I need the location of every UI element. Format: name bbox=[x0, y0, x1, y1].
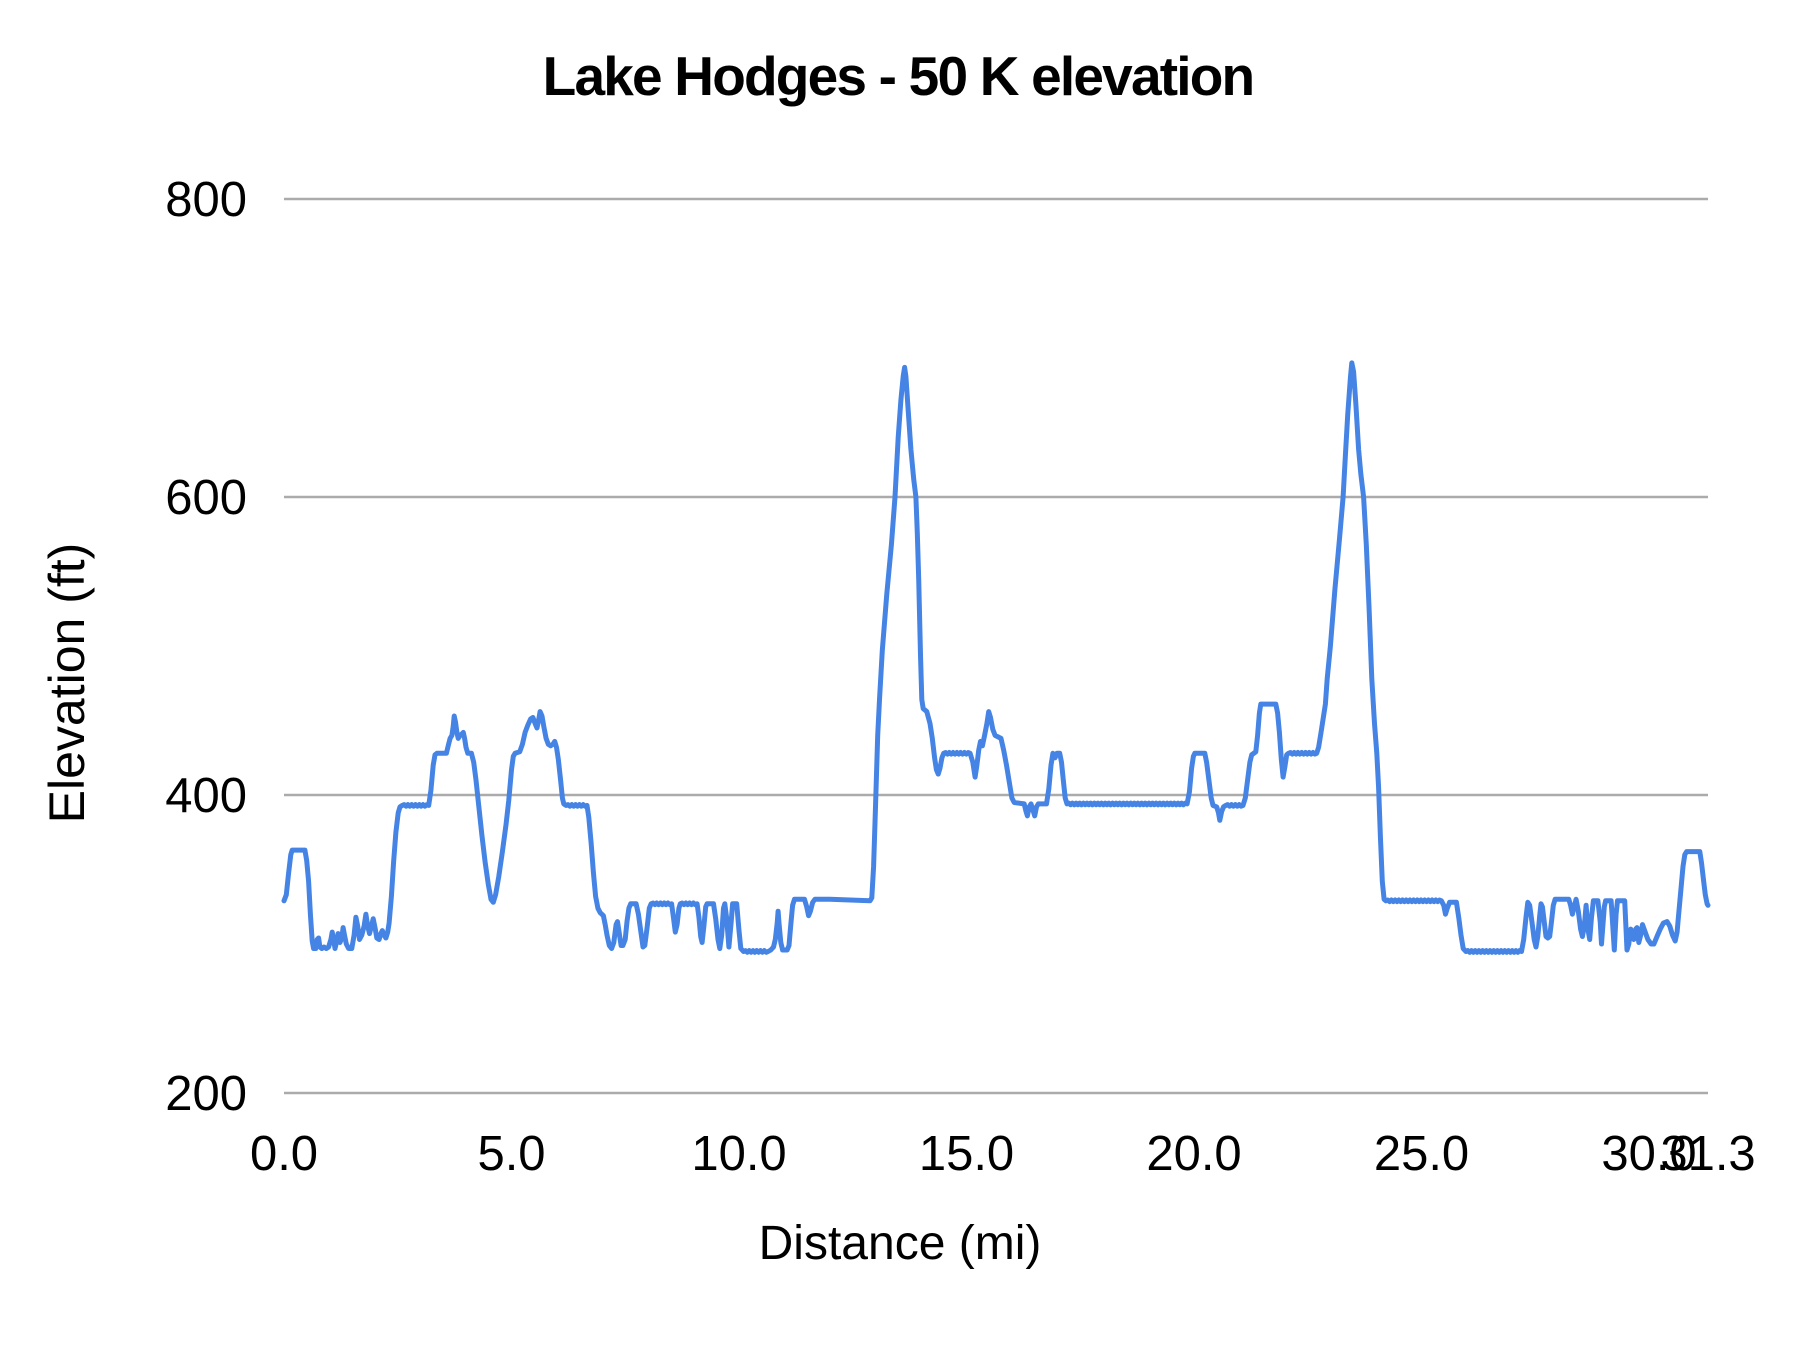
svg-text:Distance (mi): Distance (mi) bbox=[759, 1217, 1042, 1270]
svg-text:20.0: 20.0 bbox=[1146, 1127, 1241, 1181]
svg-text:30.0: 30.0 bbox=[1601, 1127, 1696, 1181]
svg-text:25.0: 25.0 bbox=[1374, 1127, 1469, 1181]
svg-text:10.0: 10.0 bbox=[691, 1127, 786, 1181]
svg-text:5.0: 5.0 bbox=[477, 1127, 545, 1181]
svg-text:600: 600 bbox=[165, 471, 247, 525]
svg-text:0.0: 0.0 bbox=[250, 1127, 318, 1181]
svg-text:800: 800 bbox=[165, 173, 247, 227]
svg-text:Lake Hodges - 50 K elevation: Lake Hodges - 50 K elevation bbox=[543, 45, 1254, 107]
svg-text:15.0: 15.0 bbox=[919, 1127, 1014, 1181]
svg-text:400: 400 bbox=[165, 769, 247, 823]
svg-text:31.3: 31.3 bbox=[1660, 1127, 1755, 1181]
svg-text:Elevation (ft): Elevation (ft) bbox=[39, 543, 95, 824]
svg-text:200: 200 bbox=[165, 1067, 247, 1121]
